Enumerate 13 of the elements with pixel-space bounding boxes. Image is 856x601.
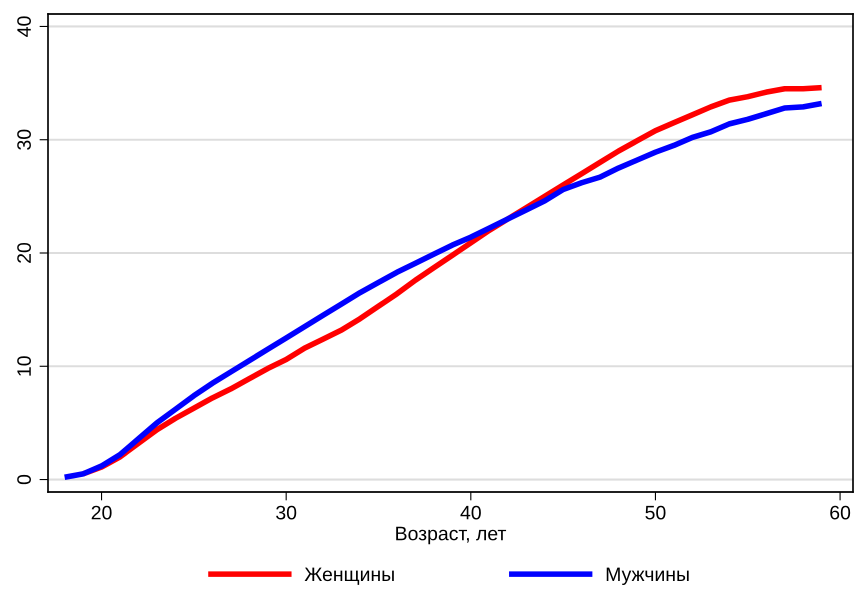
- y-tick-label: 0: [17, 474, 31, 484]
- y-tick-label: 40: [17, 16, 31, 37]
- x-tick-label: 20: [92, 506, 112, 520]
- x-tick-label: 40: [460, 506, 481, 520]
- x-tick-label: 50: [645, 506, 666, 520]
- x-tick-label: 30: [276, 506, 296, 520]
- y-tick-label: 20: [17, 242, 31, 263]
- legend-label: Женщины: [304, 568, 394, 585]
- x-tick-label: 60: [830, 506, 850, 520]
- y-tick-label: 10: [17, 356, 31, 376]
- y-tick-label: 30: [17, 130, 31, 150]
- x-axis-title: Возраст, лет: [396, 526, 506, 544]
- legend-label: Мужчины: [606, 568, 689, 585]
